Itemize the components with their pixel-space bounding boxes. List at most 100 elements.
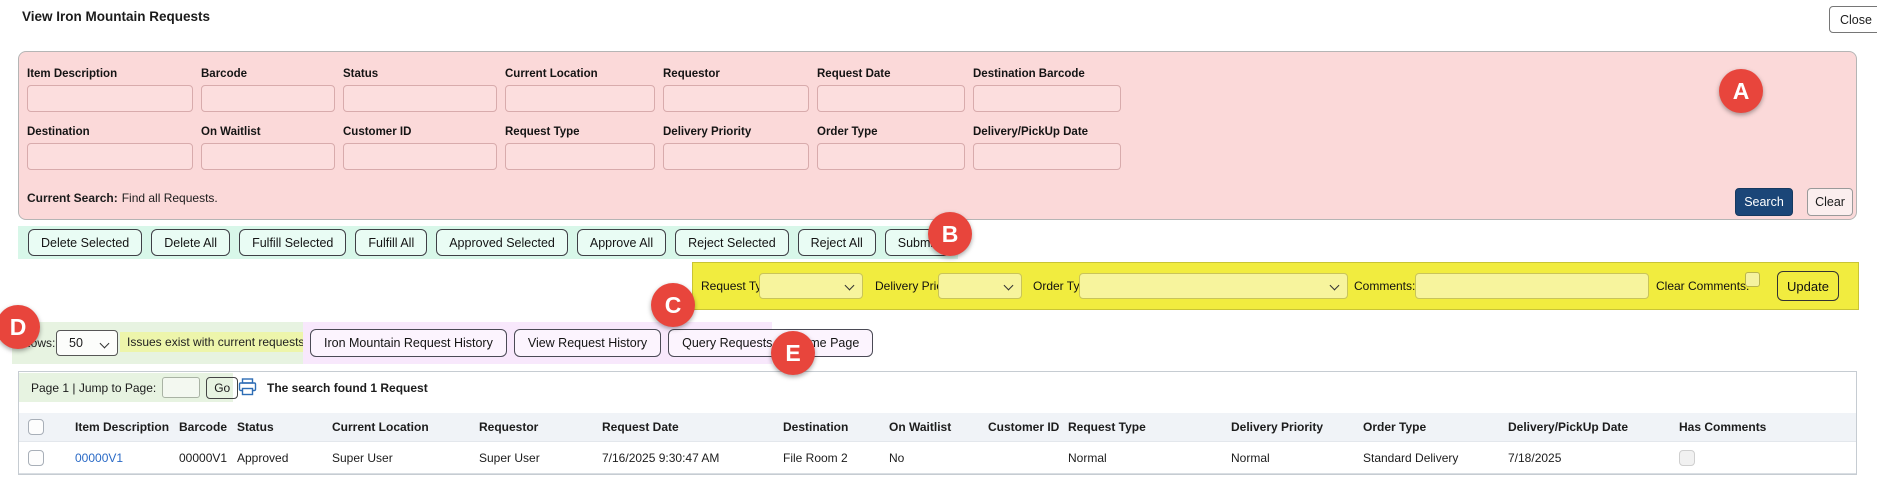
go-button[interactable]: Go (206, 376, 239, 399)
clear-comments-checkbox[interactable] (1745, 272, 1760, 287)
current-search-label: Current Search: (27, 191, 118, 205)
on-waitlist-input[interactable] (201, 143, 335, 170)
request-type-label: Request Type: (701, 279, 779, 293)
approved-selected-button[interactable]: Approved Selected (436, 229, 568, 256)
column-header: Customer ID (988, 420, 1060, 434)
delete-all-button[interactable]: Delete All (151, 229, 231, 256)
field-label: On Waitlist (201, 126, 261, 138)
field-destination-barcode: Destination Barcode (973, 68, 1121, 112)
field-delivery-priority: Delivery Priority (663, 126, 809, 170)
delivery-priority-input[interactable] (663, 143, 809, 170)
actions-bar: Delete Selected Delete All Fulfill Selec… (18, 226, 958, 259)
clear-comments-label: Clear Comments: (1656, 279, 1750, 293)
delivery-priority-select[interactable] (938, 273, 1022, 299)
pagination-bar: Page 1 | Jump to Page: Go (19, 373, 239, 402)
destination-input[interactable] (27, 143, 193, 170)
search-button[interactable]: Search (1735, 188, 1793, 216)
field-status: Status (343, 68, 497, 112)
column-header: Order Type (1363, 420, 1427, 434)
column-header: Has Comments (1679, 420, 1767, 434)
reject-selected-button[interactable]: Reject Selected (675, 229, 789, 256)
select-all-checkbox[interactable] (28, 419, 44, 435)
field-label: Delivery/PickUp Date (973, 126, 1089, 138)
request-type-select[interactable] (759, 273, 863, 299)
field-requestor: Requestor (663, 68, 809, 112)
field-request-type: Request Type (505, 126, 655, 170)
reject-all-button[interactable]: Reject All (797, 229, 876, 256)
field-order-type: Order Type (817, 126, 965, 170)
query-requests-on-home-page-button[interactable]: Query Requests on Home Page (668, 329, 874, 357)
customer-id-input[interactable] (343, 143, 497, 170)
request-date-input[interactable] (817, 85, 965, 112)
callout-d: D (0, 305, 40, 349)
order-type-input[interactable] (817, 143, 965, 170)
field-label: Requestor (663, 68, 720, 80)
field-label: Order Type (817, 126, 878, 138)
order-type-select[interactable] (1079, 273, 1348, 299)
requestor-input[interactable] (663, 85, 809, 112)
rows-toolbar: Rows: 50 Issues exist with current reque… (12, 322, 315, 364)
column-header: Delivery Priority (1231, 420, 1324, 434)
item-description-link[interactable]: 00000V1 (75, 450, 124, 465)
barcode-input[interactable] (201, 85, 335, 112)
field-on-waitlist: On Waitlist (201, 126, 335, 170)
cell-delivery-pickup-date: 7/18/2025 (1508, 450, 1562, 465)
cell-destination: File Room 2 (783, 450, 848, 465)
comments-label: Comments: (1354, 279, 1416, 293)
item-description-input[interactable] (27, 85, 193, 112)
history-toolbar: Iron Mountain Request History View Reque… (303, 322, 874, 364)
approve-all-button[interactable]: Approve All (576, 229, 667, 256)
current-location-input[interactable] (505, 85, 655, 112)
view-request-history-button[interactable]: View Request History (513, 329, 662, 357)
field-delivery-pickup-date: Delivery/PickUp Date (973, 126, 1121, 170)
print-icon[interactable] (238, 378, 257, 401)
cell-barcode: 00000V1 (179, 450, 228, 465)
current-search-value: Find all Requests. (121, 191, 218, 205)
page-info-text: Page 1 | Jump to Page: (31, 380, 157, 395)
fulfill-all-button[interactable]: Fulfill All (355, 229, 428, 256)
cell-request-type: Normal (1068, 450, 1107, 465)
jump-to-page-input[interactable] (162, 377, 201, 398)
column-header: Status (237, 420, 274, 434)
cell-on-waitlist: No (889, 450, 905, 465)
chevron-down-icon (1329, 280, 1340, 291)
cell-order-type: Standard Delivery (1363, 450, 1459, 465)
page-title: View Iron Mountain Requests (22, 9, 211, 24)
field-label: Barcode (201, 68, 248, 80)
column-header: Destination (783, 420, 849, 434)
result-count-text: The search found 1 Request (267, 381, 428, 395)
column-header: Request Date (602, 420, 679, 434)
close-button[interactable]: Close (1829, 6, 1877, 33)
column-header: Barcode (179, 420, 228, 434)
request-type-input[interactable] (505, 143, 655, 170)
callout-e: E (771, 331, 815, 375)
field-item-description: Item Description (27, 68, 193, 112)
field-label: Current Location (505, 68, 598, 80)
field-customer-id: Customer ID (343, 126, 497, 170)
column-header: Item Description (75, 420, 170, 434)
delivery-pickup-date-input[interactable] (973, 143, 1121, 170)
status-input[interactable] (343, 85, 497, 112)
field-label: Delivery Priority (663, 126, 752, 138)
table-header-row: Item Description Barcode Status Current … (19, 413, 1856, 441)
table-row: 00000V1 00000V1 Approved Super User Supe… (19, 441, 1856, 474)
results-panel: Page 1 | Jump to Page: Go The search fou… (18, 371, 1857, 475)
row-select-checkbox[interactable] (28, 449, 44, 466)
comments-input[interactable] (1415, 273, 1649, 299)
destination-barcode-input[interactable] (973, 85, 1121, 112)
has-comments-checkbox (1679, 449, 1695, 466)
rows-select[interactable]: 50 (56, 330, 118, 356)
field-barcode: Barcode (201, 68, 335, 112)
callout-a: A (1719, 69, 1763, 113)
delete-selected-button[interactable]: Delete Selected (28, 229, 143, 256)
update-button[interactable]: Update (1777, 271, 1839, 301)
fulfill-selected-button[interactable]: Fulfill Selected (239, 229, 347, 256)
cell-delivery-priority: Normal (1231, 450, 1270, 465)
iron-mountain-request-history-button[interactable]: Iron Mountain Request History (310, 329, 507, 357)
field-label: Request Type (505, 126, 580, 138)
column-header: Current Location (332, 420, 429, 434)
callout-c: C (651, 283, 695, 327)
column-header: Delivery/PickUp Date (1508, 420, 1629, 434)
clear-button[interactable]: Clear (1807, 188, 1853, 216)
column-header: Request Type (1068, 420, 1146, 434)
